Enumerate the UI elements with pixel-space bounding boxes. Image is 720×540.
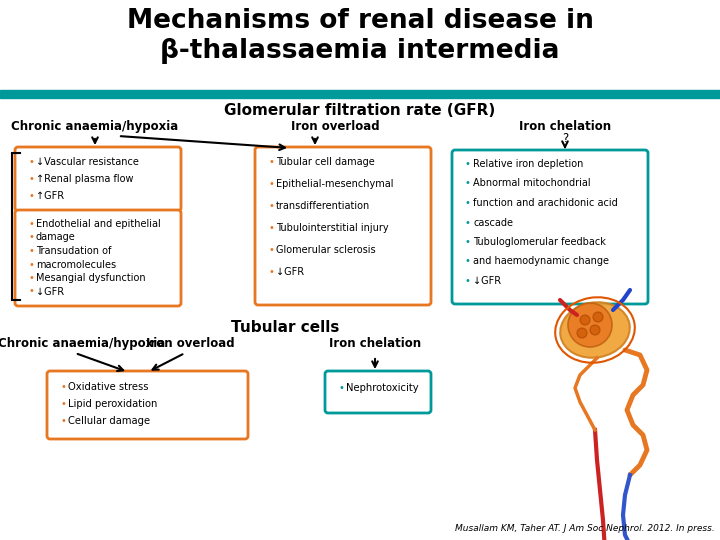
Text: •: • [465,276,471,286]
Text: •: • [465,179,471,188]
Text: •: • [60,399,66,409]
Text: Lipid peroxidation: Lipid peroxidation [68,399,158,409]
Text: Glomerular sclerosis: Glomerular sclerosis [276,245,376,255]
FancyBboxPatch shape [47,371,248,439]
Circle shape [593,312,603,322]
Text: macromolecules: macromolecules [36,260,116,269]
Text: Transudation of: Transudation of [36,246,112,256]
Text: Tubuloglomerular feedback: Tubuloglomerular feedback [473,237,606,247]
Text: •: • [268,223,274,233]
Text: function and arachidonic acid: function and arachidonic acid [473,198,618,208]
Text: •: • [60,416,66,426]
Text: •: • [268,179,274,189]
Text: •: • [338,383,344,393]
Text: and haemodynamic change: and haemodynamic change [473,256,609,267]
Text: Iron chelation: Iron chelation [519,120,611,133]
Text: •: • [28,174,34,184]
Text: Abnormal mitochondrial: Abnormal mitochondrial [473,179,590,188]
Text: •: • [60,382,66,392]
Text: Oxidative stress: Oxidative stress [68,382,148,392]
Ellipse shape [560,302,630,358]
Text: Chronic anaemia/hypoxia: Chronic anaemia/hypoxia [0,337,166,350]
FancyBboxPatch shape [255,147,431,305]
Text: •: • [28,246,34,256]
Text: Musallam KM, Taher AT. J Am Soc Nephrol. 2012. In press.: Musallam KM, Taher AT. J Am Soc Nephrol.… [455,524,715,533]
Text: Tubular cell damage: Tubular cell damage [276,157,374,167]
Text: Iron chelation: Iron chelation [329,337,421,350]
Text: ↑Renal plasma flow: ↑Renal plasma flow [36,174,133,184]
Text: •: • [28,233,34,242]
Text: •: • [465,198,471,208]
Text: •: • [28,273,34,283]
FancyBboxPatch shape [325,371,431,413]
Text: Mechanisms of renal disease in: Mechanisms of renal disease in [127,8,593,34]
Text: Endothelial and epithelial: Endothelial and epithelial [36,219,161,229]
Text: ?: ? [562,132,568,145]
Text: Relative iron depletion: Relative iron depletion [473,159,583,169]
Text: •: • [465,237,471,247]
Text: •: • [465,256,471,267]
Text: •: • [465,159,471,169]
Text: •: • [465,218,471,227]
Text: •: • [268,201,274,211]
Text: Chronic anaemia/hypoxia: Chronic anaemia/hypoxia [12,120,179,133]
Text: •: • [268,267,274,277]
Text: •: • [28,287,34,296]
Circle shape [568,303,612,347]
Text: transdifferentiation: transdifferentiation [276,201,370,211]
FancyBboxPatch shape [15,210,181,306]
Text: Iron overload: Iron overload [291,120,379,133]
Text: Cellular damage: Cellular damage [68,416,150,426]
Text: ↓GFR: ↓GFR [276,267,304,277]
Text: damage: damage [36,233,76,242]
Text: Nephrotoxicity: Nephrotoxicity [346,383,418,393]
Text: •: • [28,219,34,229]
Circle shape [577,328,587,338]
Circle shape [590,325,600,335]
Text: •: • [28,157,34,167]
FancyBboxPatch shape [452,150,648,304]
Text: ↓Vascular resistance: ↓Vascular resistance [36,157,139,167]
Text: ↑GFR: ↑GFR [36,191,64,201]
Text: Iron overload: Iron overload [145,337,234,350]
FancyBboxPatch shape [15,147,181,211]
Bar [0,90,720,98]
Text: •: • [268,245,274,255]
Text: cascade: cascade [473,218,513,227]
Text: ↓GFR: ↓GFR [36,287,64,296]
Text: •: • [28,191,34,201]
Text: •: • [28,260,34,269]
Text: Glomerular filtration rate (GFR): Glomerular filtration rate (GFR) [225,103,495,118]
Text: β-thalassaemia intermedia: β-thalassaemia intermedia [161,38,559,64]
Text: Epithelial-mesenchymal: Epithelial-mesenchymal [276,179,394,189]
Circle shape [580,315,590,325]
Text: Tubular cells: Tubular cells [231,320,339,335]
Text: •: • [268,157,274,167]
Text: Mesangial dysfunction: Mesangial dysfunction [36,273,145,283]
Text: Tubulointerstitial injury: Tubulointerstitial injury [276,223,389,233]
Text: ↓GFR: ↓GFR [473,276,501,286]
